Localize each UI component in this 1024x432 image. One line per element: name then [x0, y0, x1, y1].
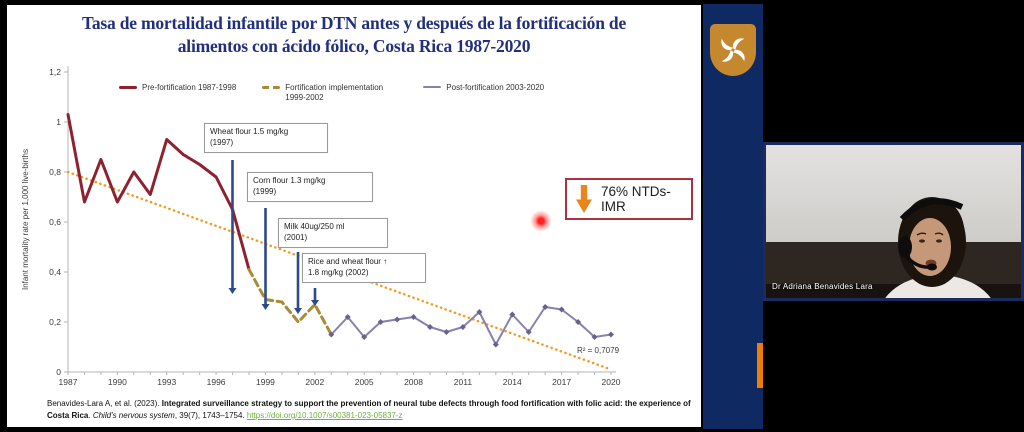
y-tick-label: 0,8 — [49, 167, 61, 177]
data-point-marker — [525, 329, 532, 335]
laser-pointer-dot — [530, 210, 552, 232]
slide-title: Tasa de mortalidad infantile por DTN ant… — [81, 13, 627, 57]
legend-swatch-post-fortification — [423, 86, 442, 88]
y-tick-label: 1 — [56, 117, 61, 127]
presentation-slide: Tasa de mortalidad infantile por DTN ant… — [7, 5, 701, 427]
ntd-imr-reduction-callout: 76% NTDs-IMR — [565, 178, 693, 220]
room-wall — [766, 145, 1021, 242]
annotation-milk: Milk 40ug/250 ml (2001) — [278, 218, 388, 248]
x-tick-label: 2014 — [503, 377, 522, 387]
headset-mic — [927, 263, 937, 271]
data-point-marker — [476, 309, 483, 315]
legend-item-fortification-implementation: Fortification implementation 1999-2002 — [262, 83, 397, 103]
annotation-text: 1.8 mg/kg (2002) — [308, 267, 369, 277]
data-point-marker — [591, 334, 598, 340]
x-tick-label: 1996 — [207, 377, 226, 387]
y-axis-label: Infant mortality rate per 1,000 live-bir… — [21, 149, 30, 291]
annotation-text: Wheat flour 1.5 mg/kg — [210, 127, 289, 136]
data-point-marker — [427, 324, 433, 330]
data-point-marker — [377, 319, 384, 325]
x-tick-label: 2008 — [404, 377, 423, 387]
y-tick-label: 0,4 — [49, 267, 61, 277]
data-point-marker — [509, 311, 516, 318]
x-tick-label: 1990 — [108, 377, 127, 387]
citation-separator: . — [88, 411, 93, 420]
annotation-text: Corn flour 1.3 mg/kg — [253, 176, 326, 185]
x-tick-label: 1999 — [256, 377, 275, 387]
series-line-0 — [66, 113, 251, 271]
y-tick-label: 0,2 — [49, 317, 61, 327]
annotation-rice-wheat-flour: Rice and wheat flour ↑ 1.8 mg/kg (2002) — [302, 253, 426, 283]
x-tick-label: 1987 — [59, 377, 78, 387]
legend-item-pre-fortification: Pre-fortification 1987-1998 — [119, 83, 236, 103]
citation-authors: Benavides-Lara A, et al. (2023). — [47, 399, 162, 408]
chart-legend: Pre-fortification 1987-1998 Fortificatio… — [119, 83, 544, 103]
ntd-imr-reduction-label: 76% NTDs-IMR — [601, 184, 671, 214]
presenter-name-label: Dr Adriana Benavides Lara — [772, 282, 873, 291]
annotation-arrowhead-0 — [228, 288, 237, 294]
y-tick-label: 0,6 — [49, 217, 61, 227]
x-tick-label: 2011 — [454, 377, 473, 387]
data-point-marker — [608, 331, 614, 338]
annotation-text: Rice and wheat flour ↑ — [308, 257, 388, 266]
x-tick-label: 1993 — [157, 377, 176, 387]
annotation-corn-flour: Corn flour 1.3 mg/kg (1999) — [247, 172, 373, 202]
data-point-marker — [558, 306, 565, 313]
legend-item-post-fortification: Post-fortification 2003-2020 — [423, 83, 544, 103]
x-tick-label: 2017 — [552, 377, 571, 387]
data-point-marker — [328, 331, 335, 338]
legend-label: Fortification implementation 1999-2002 — [285, 83, 384, 102]
data-point-marker — [410, 314, 417, 320]
annotation-text: Milk 40ug/250 ml — [284, 222, 345, 231]
legend-swatch-pre-fortification — [119, 86, 137, 89]
organization-logo — [710, 24, 756, 76]
legend-swatch-fortification-implementation — [262, 86, 281, 89]
down-arrow-icon — [576, 185, 592, 213]
data-point-marker — [492, 341, 499, 348]
annotation-arrowhead-3 — [311, 300, 319, 306]
data-point-marker — [394, 316, 401, 323]
y-tick-label: 0 — [56, 367, 61, 377]
data-point-marker — [443, 329, 450, 335]
series-line-1 — [247, 268, 333, 336]
data-point-marker — [361, 334, 368, 340]
legend-label: Post-fortification 2003-2020 — [446, 83, 545, 92]
headboard — [766, 242, 1021, 284]
headset-band — [899, 198, 964, 222]
annotation-text: (1999) — [253, 186, 277, 196]
data-point-marker — [575, 319, 582, 325]
presenter-silhouette — [885, 197, 991, 298]
r-squared-value: R² = 0,7079 — [577, 346, 620, 355]
doi-link[interactable]: https://doi.org/10.1007/s00381-023-05837… — [246, 411, 403, 420]
annotation-arrowhead-2 — [294, 308, 302, 314]
annotation-wheat-flour: Wheat flour 1.5 mg/kg (1997) — [204, 123, 328, 153]
line-chart: 0 0,2 0,4 0,6 0,8 1 1,2 1987 1990 1993 1996 1999 200… — [49, 66, 621, 387]
annotation-arrowhead-1 — [261, 304, 270, 310]
presenter-video-tile[interactable]: Dr Adriana Benavides Lara — [763, 142, 1024, 301]
annotation-text: (1997) — [210, 137, 234, 147]
x-tick-label: 2002 — [305, 377, 324, 387]
citation-article-title: Integrated surveillance strategy to supp… — [47, 399, 691, 420]
citation: Benavides-Lara A, et al. (2023). Integra… — [47, 398, 709, 422]
citation-volume-pages: , 39(7), 1743–1754. — [174, 411, 247, 420]
annotation-text: (2001) — [284, 232, 308, 242]
pinwheel-icon — [721, 38, 745, 62]
legend-label: Pre-fortification 1987-1998 — [142, 83, 237, 92]
x-tick-label: 2005 — [355, 377, 374, 387]
headset-earcup — [898, 236, 912, 258]
data-point-marker — [459, 324, 466, 330]
citation-journal: Child's nervous system — [92, 411, 175, 420]
presenter-video-frame — [766, 145, 1021, 298]
branding-sidebar — [703, 4, 763, 429]
orange-accent-bar — [757, 343, 763, 388]
data-point-marker — [542, 304, 549, 310]
series-line-2 — [330, 306, 612, 346]
y-tick-label: 1,2 — [49, 67, 61, 77]
x-tick-label: 2020 — [602, 377, 621, 387]
data-point-marker — [344, 314, 351, 320]
